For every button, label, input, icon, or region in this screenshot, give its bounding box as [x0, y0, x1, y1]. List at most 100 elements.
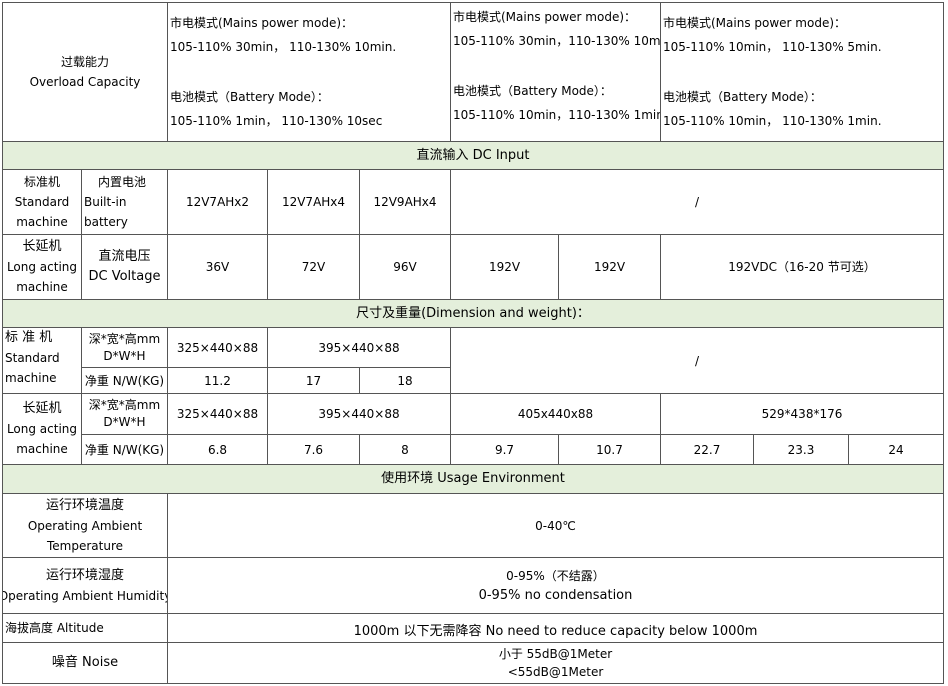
- label: 长延机: [22, 239, 62, 254]
- label: Operating Ambient: [27, 518, 143, 533]
- value: 10.7: [596, 442, 623, 457]
- value-cell: 7.6: [267, 434, 360, 465]
- label: Built-in: [84, 195, 127, 209]
- label: 长延机: [22, 401, 62, 416]
- param-cell: 净重 N/W(KG): [81, 367, 168, 394]
- label-cell: 长延机 Long acting machine: [2, 234, 82, 300]
- value-cell: 9.7: [450, 434, 559, 465]
- value-cell: 12V7AHx2: [167, 169, 268, 235]
- value: 6.8: [207, 442, 228, 457]
- param-cell: 直流电压 DC Voltage: [81, 234, 168, 300]
- value: 18: [397, 373, 413, 388]
- label: battery: [84, 215, 128, 229]
- value-cell: 8: [359, 434, 451, 465]
- option-cell: 市电模式(Mains power mode)： 105-110% 30min， 1…: [167, 2, 451, 142]
- label: 海拔高度 Altitude: [5, 621, 104, 635]
- text: 电池模式（Battery Mode）：: [170, 90, 329, 104]
- label-cell: 海拔高度 Altitude: [2, 613, 168, 643]
- header: 使用环境 Usage Environment: [381, 471, 565, 486]
- value-cell: 小于 55dB@1Meter <55dB@1Meter: [167, 642, 944, 684]
- text: 市电模式(Mains power mode)：: [663, 16, 847, 30]
- label-cell: 运行环境湿度 Operating Ambient Humidity: [2, 557, 168, 614]
- value: 7.6: [303, 442, 324, 457]
- label: D*W*H: [103, 348, 146, 363]
- text: 电池模式（Battery Mode）：: [663, 90, 822, 104]
- value: 24: [888, 442, 904, 457]
- option-cell: 市电模式(Mains power mode)： 105-110% 30min，11…: [450, 2, 661, 142]
- value-cell: 12V7AHx4: [267, 169, 360, 235]
- value-cell: 24: [848, 434, 944, 465]
- value: 395×440×88: [318, 340, 400, 355]
- value-cell: 192VDC（16-20 节可选）: [660, 234, 944, 300]
- text: 105-110% 1min， 110-130% 10sec: [170, 114, 383, 128]
- value-cell: 0-95%（不结露） 0-95% no condensation: [167, 557, 944, 614]
- param-cell: 内置电池 Built-in battery: [81, 169, 168, 235]
- value: 22.7: [693, 442, 721, 457]
- value-cell: 395×440×88: [267, 393, 451, 435]
- label: 直流电压: [98, 249, 151, 264]
- label-cell: 过载能力 Overload Capacity: [2, 2, 168, 142]
- label: Temperature: [46, 538, 123, 553]
- value-cell: 0-40℃: [167, 493, 944, 558]
- value-cell: /: [450, 169, 944, 235]
- header: 尺寸及重量(Dimension and weight)：: [356, 305, 590, 321]
- value: 17: [305, 373, 322, 388]
- param-cell: 深*宽*高mm D*W*H: [81, 327, 168, 368]
- label: 标 准 机: [5, 330, 53, 345]
- label: machine: [16, 442, 68, 456]
- text: 105-110% 10min，110-130% 1min.: [453, 108, 661, 122]
- text: 105-110% 30min，110-130% 10min: [453, 34, 661, 48]
- value: /: [694, 353, 700, 368]
- value: 529*438*176: [761, 407, 843, 421]
- label: 过载能力: [60, 55, 109, 69]
- value-cell: 395×440×88: [267, 327, 451, 368]
- text: 105-110% 10min， 110-130% 5min.: [663, 40, 882, 54]
- value-cell: 72V: [267, 234, 360, 300]
- value-cell: 12V9AHx4: [359, 169, 451, 235]
- option-cell: 市电模式(Mains power mode)： 105-110% 10min， 1…: [660, 2, 944, 142]
- value: 395×440×88: [318, 407, 400, 421]
- value: 8: [401, 442, 409, 457]
- value-cell: 325×440×88: [167, 393, 268, 435]
- value: 325×440×88: [176, 340, 259, 355]
- value-cell: 192V: [450, 234, 559, 300]
- value-cell: 10.7: [558, 434, 661, 465]
- value: 11.2: [204, 373, 231, 388]
- label-cell: 运行环境温度 Operating Ambient Temperature: [2, 493, 168, 558]
- label: machine: [16, 280, 68, 294]
- label: 净重 N/W(KG): [84, 442, 165, 457]
- label: 标准机: [23, 175, 60, 189]
- value: 325×440×88: [176, 407, 259, 421]
- label-cell: 标 准 机 Standard machine: [2, 327, 82, 394]
- value-cell: 17: [267, 367, 360, 394]
- text: 电池模式（Battery Mode）：: [453, 84, 612, 98]
- value: 小于 55dB@1Meter: [498, 647, 613, 661]
- label: 深*宽*高mm: [88, 398, 161, 412]
- label: 净重 N/W(KG): [84, 373, 165, 388]
- value: 23.3: [787, 442, 815, 457]
- section-header: 直流输入 DC Input: [2, 141, 944, 170]
- value: 1000m 以下无需降容 No need to reduce capacity …: [353, 624, 758, 639]
- value-cell: 23.3: [753, 434, 849, 465]
- header: 直流输入 DC Input: [416, 147, 530, 163]
- value: /: [694, 195, 700, 209]
- value-cell: /: [450, 327, 944, 394]
- label: 运行环境湿度: [45, 567, 124, 583]
- value-cell: 529*438*176: [660, 393, 944, 435]
- value: <55dB@1Meter: [507, 665, 604, 679]
- value-cell: 405x440x88: [450, 393, 661, 435]
- value: 0-40℃: [535, 518, 576, 533]
- label: Long acting: [6, 260, 78, 274]
- value: 0-95% no condensation: [478, 587, 633, 603]
- label: 深*宽*高mm: [88, 331, 161, 346]
- label: D*W*H: [103, 415, 146, 429]
- value-cell: 192V: [558, 234, 661, 300]
- param-cell: 净重 N/W(KG): [81, 434, 168, 465]
- value: 9.7: [494, 442, 515, 457]
- value-cell: 18: [359, 367, 451, 394]
- value: 96V: [393, 260, 417, 274]
- value: 36V: [205, 260, 230, 274]
- label-cell: 噪音 Noise: [2, 642, 168, 684]
- label: Standard: [14, 195, 70, 209]
